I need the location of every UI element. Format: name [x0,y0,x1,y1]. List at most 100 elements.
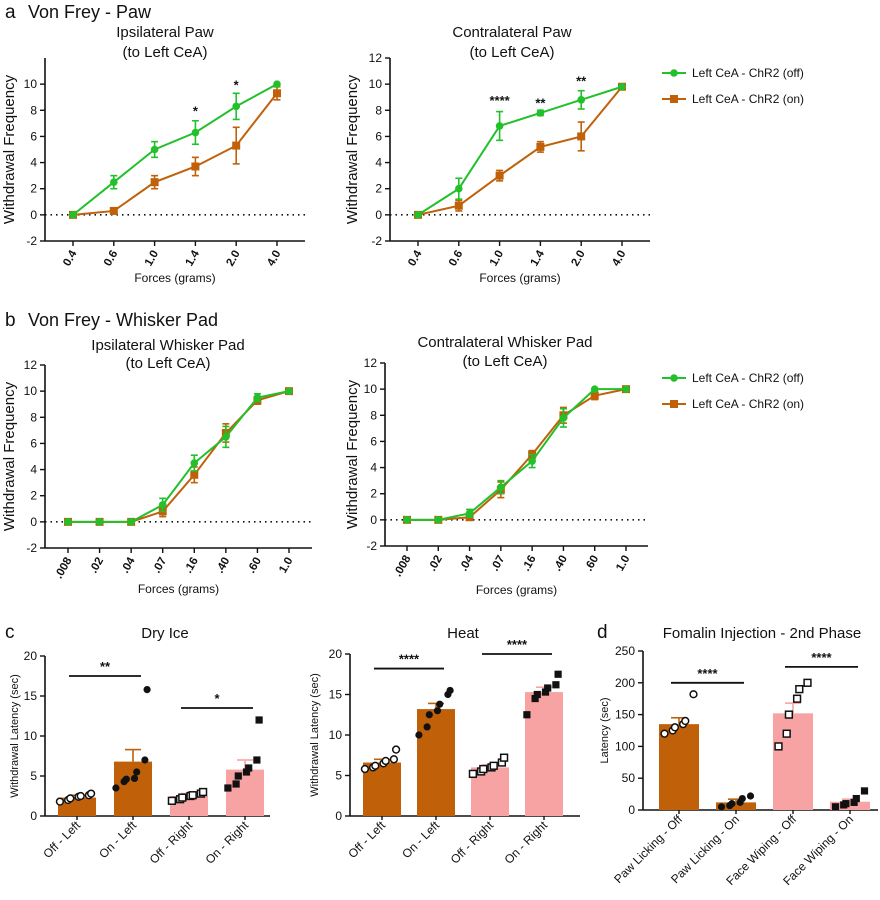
panel-a-title: Von Frey - Paw [28,2,152,22]
b2-series-off-line [407,388,626,521]
a1-ytick-label: 2 [30,182,37,196]
a1-point-off [273,80,281,88]
b1-ytick-label: -2 [26,541,37,555]
a1-point-off [191,128,200,137]
legend-a-off-label: Left CeA - ChR2 (off) [692,66,804,80]
legend-b: Left CeA - ChR2 (off) Left CeA - ChR2 (o… [662,371,804,411]
c2-significance: **** [399,652,420,667]
d-data-point [670,723,680,732]
legend-b-off-label: Left CeA - ChR2 (off) [692,371,804,385]
b2-title-line: Contralateral Whisker Pad [417,334,592,351]
c1-data-point [76,791,85,801]
c2-data-point [360,764,370,774]
chart-b2: -2 0 2 4 6 8 10 12 Contralateral Whisker Pad (to … [344,334,648,597]
a1-significance: * [193,104,199,119]
b2-series-on-line [407,388,627,521]
b1-xtick-label: .04 [119,555,138,575]
a2-point-off [495,122,504,130]
a2-ytick-label: 4 [375,156,382,170]
d-ytick-label: 250 [615,644,635,658]
d-data-point [660,729,669,738]
c2-data-point [533,690,541,699]
d-data-point [728,800,736,808]
c1-data-point [143,686,151,694]
chart-c1: 0 5 10 15 20 Dry Ice Withdrawal Latency (sec) O… [9,625,270,867]
a2-series-on-line [417,86,623,216]
c1-data-point [167,796,177,805]
c2-xtick-label: Off - Left [345,818,388,861]
b1-series-off-line [68,390,290,523]
b2-point-off [590,385,599,393]
a2-title-line: Contralateral Paw [452,24,571,41]
b1-title-line: Ipsilateral Whisker Pad [91,337,244,354]
a1-title-line: (to Left CeA) [122,44,207,61]
chart-a2: -2 0 2 4 6 8 10 12 Contralateral Paw (to Left CeA… [344,24,650,285]
c2-data-point [446,686,454,695]
c2-data-point [541,688,550,696]
d-ytick-label: 0 [628,803,635,817]
a2-significance: ** [576,73,587,88]
c1-bar [114,761,152,816]
b1-point-on [190,470,199,479]
c1-data-point [255,716,263,724]
c1-data-point [253,756,261,764]
a2-x-axis-label: Forces (grams) [479,271,560,285]
b1-xtick-label: .60 [246,556,264,576]
a1-significance: * [234,77,240,92]
c2-data-point [552,681,560,689]
d-bar [659,724,699,810]
b2-ytick-label: 10 [364,382,378,396]
a1-ytick-label: 8 [30,103,37,117]
b2-x-axis-label: Forces (grams) [476,583,557,597]
b2-point-off [434,516,443,524]
d-ytick-label: 50 [622,771,636,785]
c2-bar [363,762,401,816]
c2-y-axis-label: Withdrawal Latency (sec) [309,673,321,797]
legend-a-on-label: Left CeA - ChR2 (on) [692,92,804,106]
b1-point-off [222,433,230,441]
b2-xtick-label: .60 [583,554,601,574]
a2-significance: **** [489,93,510,108]
a2-significance: ** [535,96,546,111]
a1-xtick-label: 0.4 [61,248,80,268]
chart-b1: -2 0 2 4 6 8 10 12 Ipsilateral Whisker Pad(to Le… [1,337,312,596]
c1-ytick-label: 0 [30,809,37,823]
c2-data-point [499,753,509,762]
b1-ytick-label: 6 [30,436,37,450]
a1-y-axis-label: Withdrawal Frequency [1,74,18,224]
c1-data-point [112,784,120,792]
a1-point-on [273,89,281,98]
c2-data-point [479,764,488,774]
c1-xtick-label: Off - Left [40,818,83,861]
legend-a-off-marker [670,69,678,77]
a1-xtick-label: 1.4 [184,248,203,268]
a2-point-off [455,184,463,193]
b1-point-off [64,518,72,526]
c1-data-point [234,772,242,780]
b1-title-line: (to Left CeA) [125,355,210,372]
b2-xtick-label: .008 [392,553,414,579]
c1-ytick-label: 15 [24,689,38,703]
d-data-point [746,792,755,800]
b2-xtick-label: .02 [426,554,444,574]
a1-point-off [232,102,240,111]
b1-point-off [285,387,293,395]
a2-point-on [495,171,504,180]
a2-title-line: (to Left CeA) [469,44,554,61]
a2-point-on [536,142,545,151]
b2-ytick-label: -2 [366,539,377,553]
legend-a-on-marker [670,95,678,103]
a2-ytick-label: 6 [375,129,382,143]
c1-data-point [242,768,251,776]
c1-data-point [55,797,65,806]
a1-ytick-label: -2 [26,234,37,248]
a2-xtick-label: 0.4 [406,248,425,268]
panel-b-letter: b [5,310,16,331]
c1-data-point [232,780,240,788]
c2-data-point [436,700,444,708]
d-data-point [792,694,802,703]
d-significance: **** [811,650,832,665]
b2-ytick-label: 0 [370,513,377,527]
d-data-point [774,742,783,751]
